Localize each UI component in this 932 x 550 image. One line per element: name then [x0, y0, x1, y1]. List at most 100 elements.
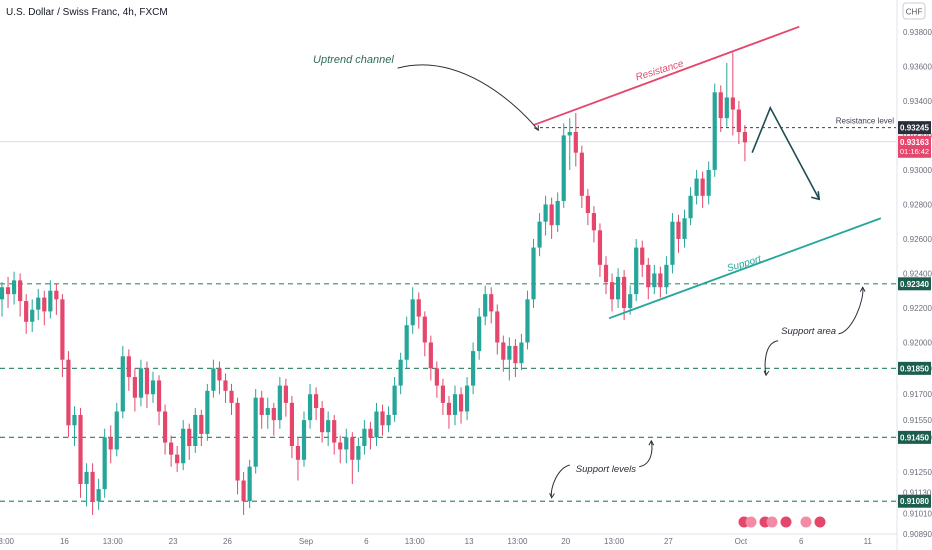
- candle: [501, 335, 506, 372]
- event-flag-icon[interactable]: [766, 516, 778, 528]
- candle-body: [428, 342, 433, 369]
- candle: [283, 378, 288, 417]
- candle-body: [307, 394, 313, 421]
- candle: [187, 423, 192, 460]
- candle-body: [464, 385, 470, 412]
- support-area-arrow-up-line: [838, 287, 864, 335]
- candle: [307, 383, 313, 429]
- candle-body: [271, 408, 276, 421]
- candle: [489, 287, 494, 324]
- candle: [265, 397, 270, 429]
- candle-body: [615, 276, 621, 300]
- candle-body: [84, 471, 89, 484]
- candle-body: [712, 92, 717, 170]
- currency-badge[interactable]: CHF: [902, 2, 926, 20]
- candle-body: [5, 287, 11, 295]
- candle: [483, 285, 488, 326]
- price-tick-label: 0.90890: [903, 530, 932, 539]
- time-tick-label: 6: [364, 537, 369, 546]
- candle-body: [452, 394, 458, 415]
- candle: [108, 425, 113, 464]
- candle-body: [211, 368, 216, 391]
- price-tick-label: 0.92800: [903, 200, 932, 209]
- candle: [102, 428, 107, 498]
- candle-body: [138, 368, 144, 398]
- candle: [712, 83, 717, 177]
- price-tick-label: 0.92400: [903, 269, 932, 278]
- candle: [253, 389, 258, 474]
- candle-body: [126, 356, 131, 377]
- resistance-trendline: [533, 25, 800, 126]
- candle-body: [628, 294, 633, 308]
- candle-body: [265, 408, 270, 415]
- candle-body: [622, 276, 627, 308]
- time-tick-label: 13: [465, 537, 474, 546]
- last-price-bg: [898, 135, 931, 158]
- level-price-tag: 0.91450: [898, 430, 931, 444]
- projection-path: [751, 105, 821, 201]
- candle: [736, 100, 741, 145]
- time-tick-label: 13:00: [405, 537, 426, 546]
- candle: [326, 411, 331, 446]
- candle: [398, 352, 403, 395]
- support-area-label: Support area: [781, 326, 836, 337]
- candle-body: [156, 380, 162, 412]
- time-tick-label: 6: [799, 537, 804, 546]
- level-price-tag: 0.91080: [898, 494, 931, 508]
- candle: [585, 188, 590, 226]
- price-tick-label: 0.92200: [903, 304, 932, 313]
- event-flag-icon[interactable]: [780, 516, 792, 528]
- candle: [199, 409, 204, 446]
- candle: [700, 171, 705, 208]
- time-tick-label: 20: [561, 537, 570, 546]
- candle-body: [603, 264, 609, 283]
- candle: [90, 463, 95, 516]
- support-area-arrow-down-head: [763, 370, 770, 377]
- time-tick-label: 13:00: [604, 537, 625, 546]
- candle-body: [11, 280, 17, 295]
- candle: [567, 118, 572, 170]
- candle-body: [301, 420, 307, 460]
- candle: [392, 376, 397, 422]
- candle: [555, 192, 560, 233]
- candle-body: [48, 290, 53, 312]
- candle: [603, 256, 609, 295]
- time-axis[interactable]: 13:00 16 13:00 23 26 Sep 6 13:00 13 13:00 20 13:00 2…: [0, 533, 897, 546]
- price-tick-label: 0.93800: [903, 28, 932, 37]
- candle: [434, 361, 439, 398]
- event-flag-icon[interactable]: [745, 516, 757, 528]
- candle-body: [338, 442, 343, 450]
- candle: [114, 402, 119, 457]
- candle-body: [313, 394, 319, 409]
- candle-body: [235, 402, 240, 481]
- candle: [235, 397, 240, 495]
- candle-body: [289, 402, 295, 446]
- candle-body: [356, 446, 361, 460]
- event-flag-icon[interactable]: [800, 516, 812, 528]
- candle-body: [706, 169, 711, 196]
- time-tick-label: 27: [664, 537, 673, 546]
- level-tag-label: 0.91080: [900, 497, 929, 506]
- time-tick-label: 23: [169, 537, 178, 546]
- candle-body: [18, 280, 23, 302]
- price-tag-bg: [898, 121, 931, 135]
- time-tick-label: Oct: [735, 537, 748, 546]
- candle: [609, 273, 615, 312]
- candle-body: [694, 178, 699, 196]
- candle-body: [489, 294, 494, 312]
- candle: [54, 283, 59, 315]
- candle: [543, 195, 548, 236]
- candle: [223, 373, 228, 403]
- candle-body: [162, 411, 168, 443]
- event-flag-icon[interactable]: [814, 516, 826, 528]
- support-levels-label: Support levels: [576, 464, 636, 475]
- candle: [344, 428, 349, 464]
- candle-body: [241, 480, 246, 502]
- candle-body: [295, 446, 301, 460]
- support-area-arrow-down-line: [764, 340, 779, 376]
- candle: [404, 316, 409, 369]
- uptrend-arrow: [397, 64, 539, 132]
- countdown-label: 01:16:42: [900, 147, 929, 156]
- candle: [350, 432, 355, 484]
- candle-body: [567, 131, 572, 136]
